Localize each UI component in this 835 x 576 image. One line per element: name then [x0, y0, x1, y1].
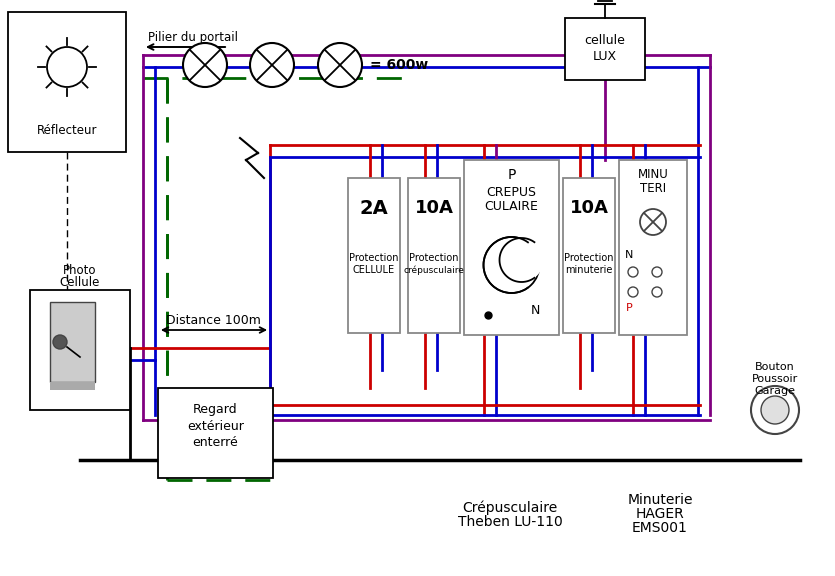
Circle shape	[652, 267, 662, 277]
Text: MINU: MINU	[638, 169, 668, 181]
Text: minuterie: minuterie	[565, 265, 613, 275]
Text: Protection: Protection	[409, 253, 458, 263]
Text: 2A: 2A	[360, 199, 388, 218]
Text: EMS001: EMS001	[632, 521, 688, 535]
Text: extérieur: extérieur	[187, 419, 244, 433]
Text: P: P	[625, 303, 632, 313]
Text: Protection: Protection	[349, 253, 399, 263]
Text: Distance 100m: Distance 100m	[165, 313, 261, 327]
Bar	[565, 18, 645, 80]
Bar	[158, 388, 273, 478]
Text: Theben LU-110: Theben LU-110	[458, 515, 563, 529]
Bar	[30, 290, 130, 410]
Text: P: P	[508, 168, 516, 182]
Text: TERI: TERI	[640, 181, 666, 195]
Text: Photo: Photo	[63, 263, 97, 276]
Text: 10A: 10A	[569, 199, 609, 217]
Circle shape	[628, 287, 638, 297]
Bar	[348, 178, 400, 333]
Circle shape	[652, 287, 662, 297]
Text: CULAIRE: CULAIRE	[484, 199, 539, 213]
Text: cellule: cellule	[584, 33, 625, 47]
Circle shape	[751, 386, 799, 434]
Circle shape	[47, 47, 87, 87]
Text: N: N	[530, 304, 540, 316]
Circle shape	[483, 237, 539, 293]
Text: Réflecteur: Réflecteur	[37, 123, 97, 137]
Bar	[408, 178, 460, 333]
Circle shape	[250, 43, 294, 87]
Bar	[563, 178, 615, 333]
Bar	[619, 160, 687, 335]
Text: Cellule: Cellule	[60, 275, 100, 289]
Text: N: N	[625, 250, 633, 260]
Text: Garage: Garage	[755, 386, 796, 396]
Text: Poussoir: Poussoir	[752, 374, 798, 384]
Text: Regard: Regard	[193, 404, 238, 416]
Text: CREPUS: CREPUS	[487, 185, 537, 199]
Text: enterré: enterré	[193, 435, 238, 449]
Circle shape	[640, 209, 666, 235]
Bar	[50, 382, 95, 390]
Text: = 600w: = 600w	[370, 58, 428, 72]
Circle shape	[53, 335, 67, 349]
Text: LUX: LUX	[593, 50, 617, 63]
Text: Crépusculaire: Crépusculaire	[463, 501, 558, 516]
Circle shape	[183, 43, 227, 87]
Bar	[8, 12, 126, 152]
Text: Pilier du portail: Pilier du portail	[148, 32, 238, 44]
Text: CELLULE: CELLULE	[353, 265, 395, 275]
Text: HAGER: HAGER	[635, 507, 685, 521]
Circle shape	[761, 396, 789, 424]
Text: Bouton: Bouton	[755, 362, 795, 372]
Bar	[464, 160, 559, 335]
Circle shape	[318, 43, 362, 87]
Circle shape	[628, 267, 638, 277]
Bar	[50, 302, 95, 382]
Circle shape	[499, 238, 544, 282]
Text: Protection: Protection	[564, 253, 614, 263]
Text: Minuterie: Minuterie	[627, 493, 693, 507]
Text: 10A: 10A	[414, 199, 453, 217]
Text: crépusculaire: crépusculaire	[403, 266, 464, 275]
